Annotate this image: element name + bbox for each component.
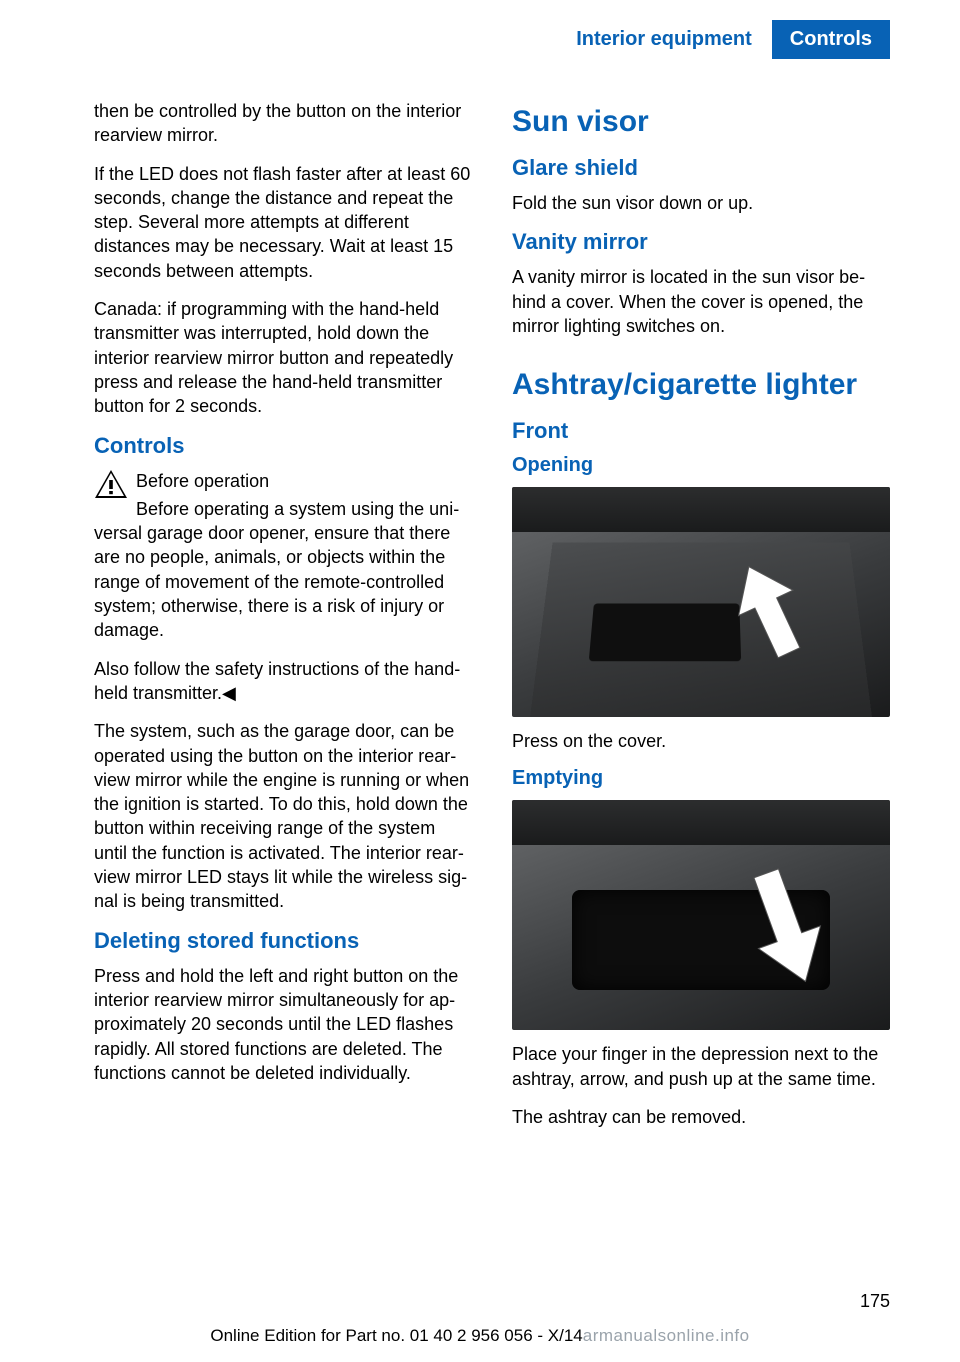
page-header: Interior equipment Controls [0,0,960,59]
arrow-down-icon [740,860,830,990]
warning-title: Before operation [94,469,472,493]
footer: Online Edition for Part no. 01 40 2 956 … [0,1326,960,1346]
heading-opening: Opening [512,454,890,477]
heading-sun-visor: Sun visor [512,105,890,139]
heading-ashtray: Ashtray/cigarette lighter [512,368,890,402]
warning-footer: Also follow the safety instructions of t… [94,657,472,706]
caption-emptying-1: Place your finger in the depression next… [512,1042,890,1091]
heading-controls: Controls [94,433,472,459]
page-number: 175 [860,1291,890,1312]
heading-emptying: Emptying [512,767,890,790]
header-section-label: Interior equipment [562,20,766,59]
heading-front: Front [512,418,890,444]
body-text: Fold the sun visor down or up. [512,191,890,215]
header-chapter-label: Controls [772,20,890,59]
heading-vanity-mirror: Vanity mirror [512,229,890,255]
figure-emptying [512,800,890,1030]
body-text: then be controlled by the button on the … [94,99,472,148]
body-text: If the LED does not flash faster after a… [94,162,472,283]
warning-body: Before operating a system using the uni­… [94,497,472,643]
heading-deleting: Deleting stored functions [94,928,472,954]
figure-opening [512,487,890,717]
body-text: The system, such as the garage door, can… [94,719,472,913]
warning-block: Before operation Before operating a syst… [94,469,472,657]
content-area: then be controlled by the button on the … [0,59,960,1143]
left-column: then be controlled by the button on the … [94,99,472,1143]
heading-glare-shield: Glare shield [512,155,890,181]
arrow-up-icon [730,557,810,667]
footer-watermark: armanualsonline.info [583,1326,750,1345]
body-text: Canada: if programming with the hand-hel… [94,297,472,418]
warning-icon [94,469,128,499]
body-text: Press and hold the left and right button… [94,964,472,1085]
body-text: A vanity mirror is located in the sun vi… [512,265,890,338]
right-column: Sun visor Glare shield Fold the sun viso… [512,99,890,1143]
caption-opening: Press on the cover. [512,729,890,753]
caption-emptying-2: The ashtray can be removed. [512,1105,890,1129]
footer-edition: Online Edition for Part no. 01 40 2 956 … [210,1326,582,1345]
